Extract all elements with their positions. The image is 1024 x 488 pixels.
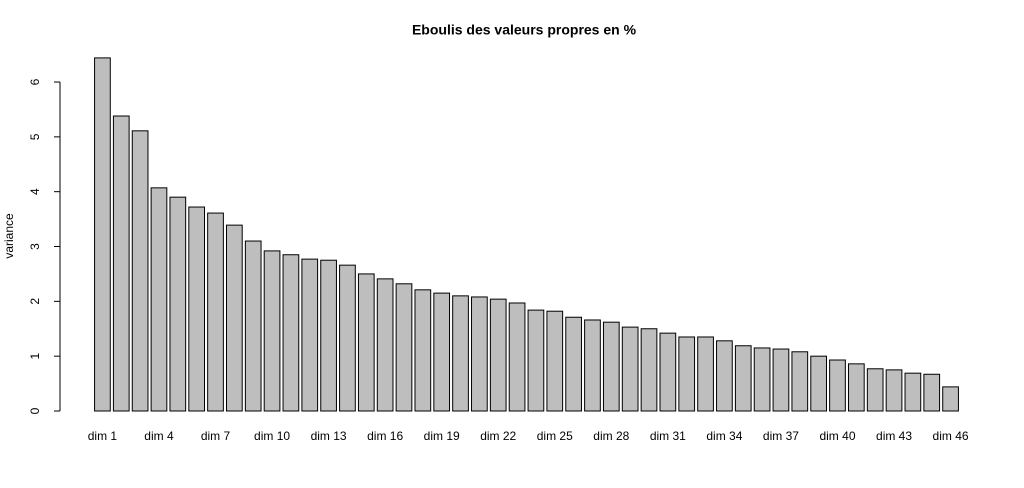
bar — [716, 340, 733, 412]
bar — [282, 254, 300, 412]
bar — [357, 273, 375, 412]
bar — [753, 347, 771, 412]
bar — [602, 321, 620, 412]
bar — [414, 289, 432, 412]
bar — [471, 296, 488, 412]
bar — [565, 316, 582, 412]
bar — [659, 332, 677, 412]
bar — [527, 309, 545, 412]
x-tick-label: dim 22 — [480, 429, 516, 443]
x-tick-label: dim 25 — [537, 429, 573, 443]
bar — [244, 240, 262, 412]
bar — [923, 373, 941, 412]
y-tick-label: 4 — [28, 188, 42, 195]
bar — [376, 278, 394, 412]
y-tick-label: 2 — [28, 298, 42, 305]
bar — [734, 345, 752, 412]
bar — [263, 250, 281, 412]
x-tick-label: dim 34 — [706, 429, 742, 443]
bar — [508, 302, 526, 412]
y-axis-label: variance — [2, 213, 16, 259]
bar — [866, 368, 884, 412]
y-tick-label: 3 — [28, 243, 42, 250]
x-tick-label: dim 13 — [311, 429, 347, 443]
y-tick-label: 1 — [28, 353, 42, 360]
x-tick-label: dim 7 — [201, 429, 231, 443]
y-tick-label: 5 — [28, 133, 42, 140]
bar — [150, 187, 168, 412]
bar — [678, 336, 696, 412]
bar — [112, 115, 130, 412]
bar — [810, 355, 827, 412]
y-tick-label: 6 — [28, 78, 42, 85]
bar — [94, 57, 111, 412]
bar — [829, 359, 846, 412]
x-tick-label: dim 19 — [424, 429, 460, 443]
chart-title: Eboulis des valeurs propres en % — [412, 22, 637, 38]
x-tick-label: dim 4 — [144, 429, 174, 443]
bar — [433, 292, 451, 412]
bar — [546, 310, 564, 412]
x-tick-label: dim 16 — [367, 429, 403, 443]
bar — [339, 264, 356, 412]
bar — [942, 386, 959, 412]
x-tick-label: dim 28 — [593, 429, 629, 443]
bar — [904, 372, 922, 412]
bar — [226, 224, 243, 412]
bar — [584, 319, 601, 412]
bar — [207, 212, 224, 412]
bar — [621, 326, 639, 412]
bar — [847, 363, 865, 412]
y-tick-label: 0 — [28, 407, 42, 414]
x-tick-label: dim 31 — [650, 429, 686, 443]
bar — [301, 258, 319, 412]
bar — [697, 336, 714, 412]
x-tick-label: dim 1 — [88, 429, 118, 443]
bar — [772, 348, 790, 412]
bar — [169, 196, 187, 412]
bar — [188, 206, 206, 412]
bar — [791, 351, 809, 412]
bar — [131, 130, 149, 412]
bar — [452, 295, 469, 412]
bar — [320, 259, 337, 412]
bar — [885, 369, 903, 412]
bar — [395, 283, 413, 412]
x-tick-label: dim 37 — [763, 429, 799, 443]
bar — [489, 298, 507, 412]
x-tick-label: dim 43 — [876, 429, 912, 443]
x-tick-label: dim 40 — [819, 429, 855, 443]
x-tick-label: dim 46 — [933, 429, 969, 443]
bar — [640, 328, 658, 412]
x-tick-label: dim 10 — [254, 429, 290, 443]
